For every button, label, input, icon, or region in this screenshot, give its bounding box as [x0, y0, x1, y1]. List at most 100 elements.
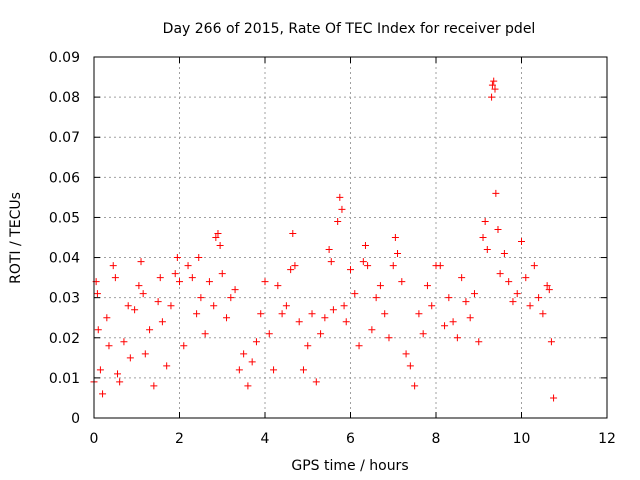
data-point [289, 229, 297, 237]
data-point [351, 290, 359, 298]
data-point [406, 362, 414, 370]
data-point [150, 382, 158, 390]
data-point [158, 318, 166, 326]
data-point [214, 229, 222, 237]
data-point [539, 310, 547, 318]
data-point [449, 318, 457, 326]
data-point [126, 354, 134, 362]
y-tick-label: 0.01 [49, 371, 80, 387]
y-tick-label: 0.05 [49, 210, 80, 226]
data-point [530, 262, 538, 270]
data-point [146, 326, 154, 334]
grid-lines [94, 57, 607, 418]
x-tick-label: 4 [261, 431, 270, 447]
y-tick-label: 0.02 [49, 331, 80, 347]
data-point [458, 274, 466, 282]
data-point [494, 225, 502, 233]
data-point [402, 350, 410, 358]
data-point [201, 330, 209, 338]
data-point [282, 302, 290, 310]
data-point [205, 278, 213, 286]
data-point [99, 390, 107, 398]
data-point [120, 338, 128, 346]
data-point [173, 254, 181, 262]
data-point [227, 294, 235, 302]
x-tick-labels: 0 2 4 6 8 10 12 [90, 431, 616, 447]
x-axis-label: GPS time / hours [291, 458, 408, 474]
data-point [547, 338, 555, 346]
data-point [295, 318, 303, 326]
data-point [347, 266, 354, 274]
data-point [428, 302, 436, 310]
x-tick-label: 6 [346, 431, 355, 447]
data-point [398, 278, 406, 286]
y-tick-label: 0 [71, 411, 80, 427]
data-point [248, 358, 256, 366]
data-point [103, 314, 111, 322]
data-point [445, 294, 453, 302]
x-tick-label: 2 [175, 431, 184, 447]
data-point [299, 366, 307, 374]
data-point [176, 278, 183, 286]
data-point [509, 298, 517, 306]
y-tick-label: 0.06 [49, 170, 80, 186]
data-point [274, 282, 282, 290]
data-point [462, 298, 470, 306]
data-point [235, 366, 243, 374]
data-point [381, 310, 389, 318]
data-point [368, 326, 376, 334]
data-point [334, 217, 342, 225]
data-point [156, 274, 164, 282]
data-point [304, 342, 312, 350]
data-point [364, 262, 372, 270]
data-point [265, 330, 273, 338]
data-point [163, 362, 171, 370]
data-point [244, 382, 252, 390]
data-point [488, 93, 496, 101]
data-point [543, 282, 551, 290]
data-point [291, 262, 299, 270]
data-point [490, 77, 498, 85]
data-point [287, 266, 295, 274]
data-point [394, 250, 402, 258]
data-point [141, 350, 149, 358]
data-point [505, 278, 513, 286]
data-point [167, 302, 175, 310]
data-point [135, 282, 143, 290]
data-point [391, 234, 399, 241]
data-point [419, 330, 427, 338]
y-tick-label: 0.03 [49, 291, 80, 307]
data-point [270, 366, 278, 374]
data-points [90, 77, 558, 402]
data-point [261, 278, 269, 286]
data-point [154, 298, 162, 306]
data-point [441, 322, 449, 330]
data-point [218, 270, 226, 278]
data-point [385, 334, 393, 342]
data-point [257, 310, 265, 318]
x-tick-label: 0 [90, 431, 99, 447]
data-point [180, 342, 188, 350]
data-point [193, 310, 201, 318]
data-point [491, 85, 499, 93]
data-point [500, 250, 508, 258]
data-point [522, 274, 530, 282]
data-point [109, 262, 117, 270]
data-point [535, 294, 543, 302]
data-point [342, 318, 350, 326]
data-point [171, 270, 179, 278]
data-point [466, 314, 474, 322]
data-point [114, 370, 122, 378]
y-tick-labels: 0 0.01 0.02 0.03 0.04 0.05 0.06 0.07 0.08 0.09 [49, 50, 80, 427]
data-point [481, 217, 489, 225]
y-tick-label: 0.04 [49, 251, 80, 267]
data-point [278, 310, 286, 318]
data-point [496, 270, 504, 278]
data-point [436, 262, 444, 270]
data-point [355, 342, 363, 350]
data-point [372, 294, 380, 302]
data-point [453, 334, 461, 342]
data-point [545, 286, 553, 294]
data-point [308, 310, 316, 318]
